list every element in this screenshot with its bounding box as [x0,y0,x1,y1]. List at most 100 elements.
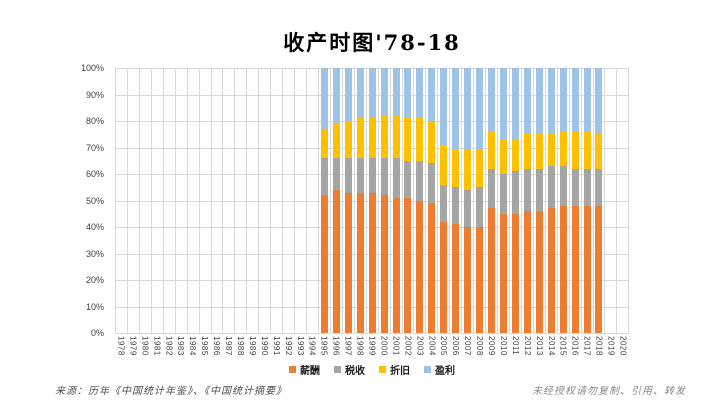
stacked-bar-2014 [547,68,555,333]
stacked-bar-1995 [320,68,328,333]
x-tick-cell: 1984 [187,336,199,356]
stacked-bar-2015 [559,68,567,333]
x-tick-cell: 2007 [462,336,474,356]
bar-column-2017 [582,68,594,333]
bar-column-2009 [486,68,498,333]
x-tick-cell: 2020 [617,336,629,356]
stacked-bar-1989 [249,68,256,333]
bar-segment-折旧 [464,150,472,190]
bar-column-2012 [522,68,534,333]
bar-segment-折旧 [511,139,519,172]
x-tick-label: 2016 [570,336,580,356]
bar-segment-盈利 [559,68,567,132]
x-tick-cell: 2012 [521,336,533,356]
x-tick-label: 1982 [164,336,174,356]
bar-segment-薪酬 [488,208,496,333]
x-tick-cell: 2019 [605,336,617,356]
stacked-bar-1999 [368,68,376,333]
bar-segment-盈利 [380,68,388,116]
bar-column-2015 [558,68,570,333]
x-tick-cell: 2018 [593,336,605,356]
x-tick-label: 1993 [295,336,305,356]
bar-column-1995 [319,68,331,333]
bar-segment-折旧 [571,131,579,169]
bar-segment-薪酬 [440,221,448,333]
bar-segment-盈利 [368,68,376,119]
bar-column-1998 [355,68,367,333]
stacked-bar-2018 [595,68,603,333]
x-tick-label: 2017 [582,336,592,356]
x-tick-label: 1997 [343,336,353,356]
x-tick-cell: 1991 [270,336,282,356]
stacked-bar-1994 [309,68,316,333]
bar-column-1988 [235,68,248,333]
bar-column-2003 [414,68,427,333]
bar-segment-薪酬 [452,224,460,333]
bar-segment-税收 [464,189,472,227]
x-axis-labels: 1978 1979 1980 1981 1982 1983 1984 1985 1986 1987… [115,336,629,356]
bar-column-1982 [164,68,176,333]
stacked-bar-1991 [273,68,280,333]
y-tick-label: 20% [85,275,104,285]
x-tick-label: 1987 [224,336,234,356]
bar-segment-折旧 [416,118,424,161]
bar-segment-税收 [559,166,567,206]
x-tick-cell: 1994 [306,336,318,356]
stacked-bar-2009 [488,68,496,333]
stacked-bar-2005 [440,68,448,333]
x-tick-cell: 2016 [569,336,581,356]
x-tick-cell: 1979 [127,336,139,356]
x-tick-label: 2014 [546,336,556,356]
x-tick-label: 1984 [188,336,198,356]
bar-segment-税收 [499,174,507,214]
bar-segment-盈利 [452,68,460,151]
bar-column-1983 [176,68,188,333]
bar-segment-薪酬 [523,211,531,333]
bar-segment-薪酬 [535,211,543,333]
bar-segment-薪酬 [547,208,555,333]
bar-segment-税收 [571,168,579,206]
x-tick-label: 2009 [487,336,497,356]
stacked-bar-1998 [356,68,364,333]
x-tick-label: 1979 [128,336,138,356]
stacked-bar-2017 [583,68,591,333]
bar-segment-折旧 [476,150,484,188]
chart-title: 收产时图'78-18 [283,30,461,55]
bar-column-2006 [450,68,463,333]
bar-segment-盈利 [332,68,340,124]
bar-segment-税收 [428,163,436,204]
bar-segment-盈利 [464,68,472,151]
bar-segment-盈利 [428,68,436,122]
bar-segment-折旧 [523,134,531,169]
x-tick-label: 1991 [271,336,281,356]
y-tick-label: 60% [85,169,104,179]
bar-segment-薪酬 [583,205,591,333]
bar-segment-税收 [595,168,603,206]
bar-column-1987 [223,68,236,333]
bar-column-2016 [570,68,582,333]
bar-segment-折旧 [320,128,328,159]
x-tick-label: 1983 [176,336,186,356]
bar-segment-税收 [511,171,519,214]
bar-segment-税收 [476,187,484,227]
x-tick-label: 2002 [403,336,413,356]
bar-segment-薪酬 [356,192,364,333]
bar-segment-盈利 [571,68,579,132]
x-tick-label: 2001 [391,336,401,356]
x-tick-cell: 2014 [545,336,557,356]
bar-segment-薪酬 [511,213,519,333]
bar-column-1999 [367,68,379,333]
bar-column-1985 [200,68,212,333]
stacked-bar-1984 [190,68,197,333]
stacked-bar-1988 [237,68,244,333]
x-tick-label: 2013 [534,336,544,356]
y-tick-label: 10% [85,301,104,312]
bar-segment-折旧 [404,118,412,161]
bar-column-1994 [307,68,319,333]
stacked-bar-2008 [476,68,484,333]
x-tick-label: 1989 [247,336,257,356]
bar-segment-折旧 [380,115,388,159]
source-note: 来源：历年《中国统计年鉴》、《中国统计摘要》 [55,386,287,397]
x-tick-label: 2019 [606,336,616,356]
x-tick-cell: 2001 [390,336,402,356]
